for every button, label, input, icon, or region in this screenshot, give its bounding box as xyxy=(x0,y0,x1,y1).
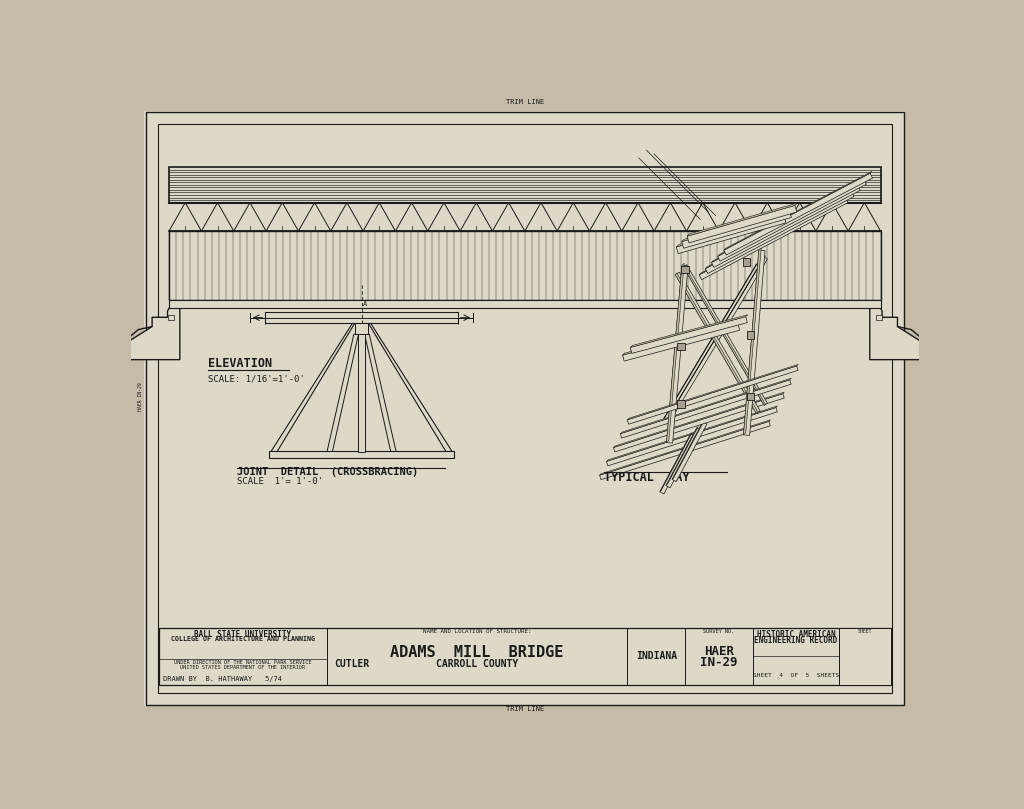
Polygon shape xyxy=(664,263,758,418)
Text: ELEVATION: ELEVATION xyxy=(208,357,271,370)
Polygon shape xyxy=(683,265,767,405)
Text: SURVEY NO.: SURVEY NO. xyxy=(703,629,734,634)
Polygon shape xyxy=(672,256,765,411)
Polygon shape xyxy=(600,420,770,475)
Polygon shape xyxy=(706,190,853,269)
Polygon shape xyxy=(99,308,181,360)
Polygon shape xyxy=(630,315,748,347)
Text: ENGINEERING RECORD: ENGINEERING RECORD xyxy=(755,636,838,645)
Polygon shape xyxy=(613,394,784,452)
Bar xyxy=(269,451,454,458)
Polygon shape xyxy=(365,334,396,452)
Text: HISTORIC AMERICAN: HISTORIC AMERICAN xyxy=(757,630,836,639)
Bar xyxy=(265,312,458,324)
Polygon shape xyxy=(675,273,760,413)
Text: DRAWN BY  B. HATHAWAY   5/74: DRAWN BY B. HATHAWAY 5/74 xyxy=(163,676,282,681)
Polygon shape xyxy=(369,324,453,452)
Polygon shape xyxy=(672,257,767,413)
Text: CUTLER: CUTLER xyxy=(335,659,370,669)
Polygon shape xyxy=(699,196,847,275)
Text: HAER IN-29: HAER IN-29 xyxy=(138,382,143,411)
Polygon shape xyxy=(613,392,784,447)
Polygon shape xyxy=(699,198,848,280)
Text: TRIM LINE: TRIM LINE xyxy=(506,706,544,712)
Bar xyxy=(358,334,365,452)
Polygon shape xyxy=(672,420,705,480)
Polygon shape xyxy=(623,323,740,355)
Bar xyxy=(168,315,174,320)
Polygon shape xyxy=(683,265,765,405)
Polygon shape xyxy=(724,173,872,255)
Text: HAER: HAER xyxy=(703,645,734,658)
Text: UNDER DIRECTION OF THE NATIONAL PARK SERVICE: UNDER DIRECTION OF THE NATIONAL PARK SER… xyxy=(174,660,311,665)
Polygon shape xyxy=(682,209,792,242)
Bar xyxy=(746,331,755,339)
Polygon shape xyxy=(621,379,792,434)
Polygon shape xyxy=(718,177,866,256)
Bar xyxy=(354,324,369,334)
Polygon shape xyxy=(868,308,950,360)
Text: SHEET: SHEET xyxy=(857,629,871,634)
Polygon shape xyxy=(270,324,354,452)
Polygon shape xyxy=(667,263,684,443)
Text: SCALE  1'= 1'-0': SCALE 1'= 1'-0' xyxy=(237,477,323,486)
Bar xyxy=(839,628,891,684)
Polygon shape xyxy=(600,421,770,480)
Polygon shape xyxy=(743,250,765,435)
Polygon shape xyxy=(666,428,700,488)
Polygon shape xyxy=(621,379,792,438)
Polygon shape xyxy=(628,364,799,420)
Polygon shape xyxy=(659,433,692,492)
Text: IN-29: IN-29 xyxy=(700,656,737,669)
Bar xyxy=(742,258,751,265)
Polygon shape xyxy=(712,184,860,263)
Polygon shape xyxy=(687,203,798,236)
Bar xyxy=(746,392,755,400)
Polygon shape xyxy=(666,426,698,485)
Text: TYPICAL  BAY: TYPICAL BAY xyxy=(604,472,689,485)
Bar xyxy=(159,628,891,684)
Bar xyxy=(677,400,685,409)
Polygon shape xyxy=(672,421,707,481)
Polygon shape xyxy=(623,324,739,361)
Text: A: A xyxy=(364,301,368,307)
Polygon shape xyxy=(743,248,761,435)
Text: SCALE: 1/16'=1'-0': SCALE: 1/16'=1'-0' xyxy=(208,375,304,383)
Polygon shape xyxy=(718,180,866,261)
Text: CARROLL COUNTY: CARROLL COUNTY xyxy=(436,659,518,669)
Text: JOINT  DETAIL  (CROSSBRACING): JOINT DETAIL (CROSSBRACING) xyxy=(237,468,418,477)
Polygon shape xyxy=(682,211,792,248)
Polygon shape xyxy=(606,408,777,466)
Text: BALL STATE UNIVERSITY: BALL STATE UNIVERSITY xyxy=(195,630,292,639)
Bar xyxy=(677,343,685,350)
Bar xyxy=(169,167,881,202)
Polygon shape xyxy=(676,216,786,254)
Polygon shape xyxy=(630,316,748,354)
Polygon shape xyxy=(687,205,797,243)
Text: COLLEGE OF ARCHITECTURE AND PLANNING: COLLEGE OF ARCHITECTURE AND PLANNING xyxy=(171,636,315,642)
Text: UNITED STATES DEPARTMENT OF THE INTERIOR: UNITED STATES DEPARTMENT OF THE INTERIOR xyxy=(180,665,305,670)
Bar xyxy=(876,315,882,320)
Polygon shape xyxy=(327,334,358,452)
Polygon shape xyxy=(675,273,758,413)
Text: TRIM LINE: TRIM LINE xyxy=(506,99,544,104)
Text: NAME AND LOCATION OF STRUCTURE:: NAME AND LOCATION OF STRUCTURE: xyxy=(423,629,531,634)
Text: INDIANA: INDIANA xyxy=(636,651,677,661)
Polygon shape xyxy=(659,434,694,494)
Polygon shape xyxy=(664,265,760,421)
Polygon shape xyxy=(667,265,688,443)
Bar xyxy=(169,231,881,300)
Polygon shape xyxy=(606,406,777,461)
Polygon shape xyxy=(628,366,798,424)
Polygon shape xyxy=(706,192,854,273)
Polygon shape xyxy=(724,172,872,250)
Polygon shape xyxy=(712,185,860,267)
Bar xyxy=(169,300,881,308)
Text: SHEET  4  OF  5  SHEETS: SHEET 4 OF 5 SHEETS xyxy=(753,673,839,679)
Bar xyxy=(169,231,881,300)
Bar xyxy=(681,265,689,273)
Text: ADAMS  MILL  BRIDGE: ADAMS MILL BRIDGE xyxy=(390,645,564,660)
Polygon shape xyxy=(676,214,786,247)
